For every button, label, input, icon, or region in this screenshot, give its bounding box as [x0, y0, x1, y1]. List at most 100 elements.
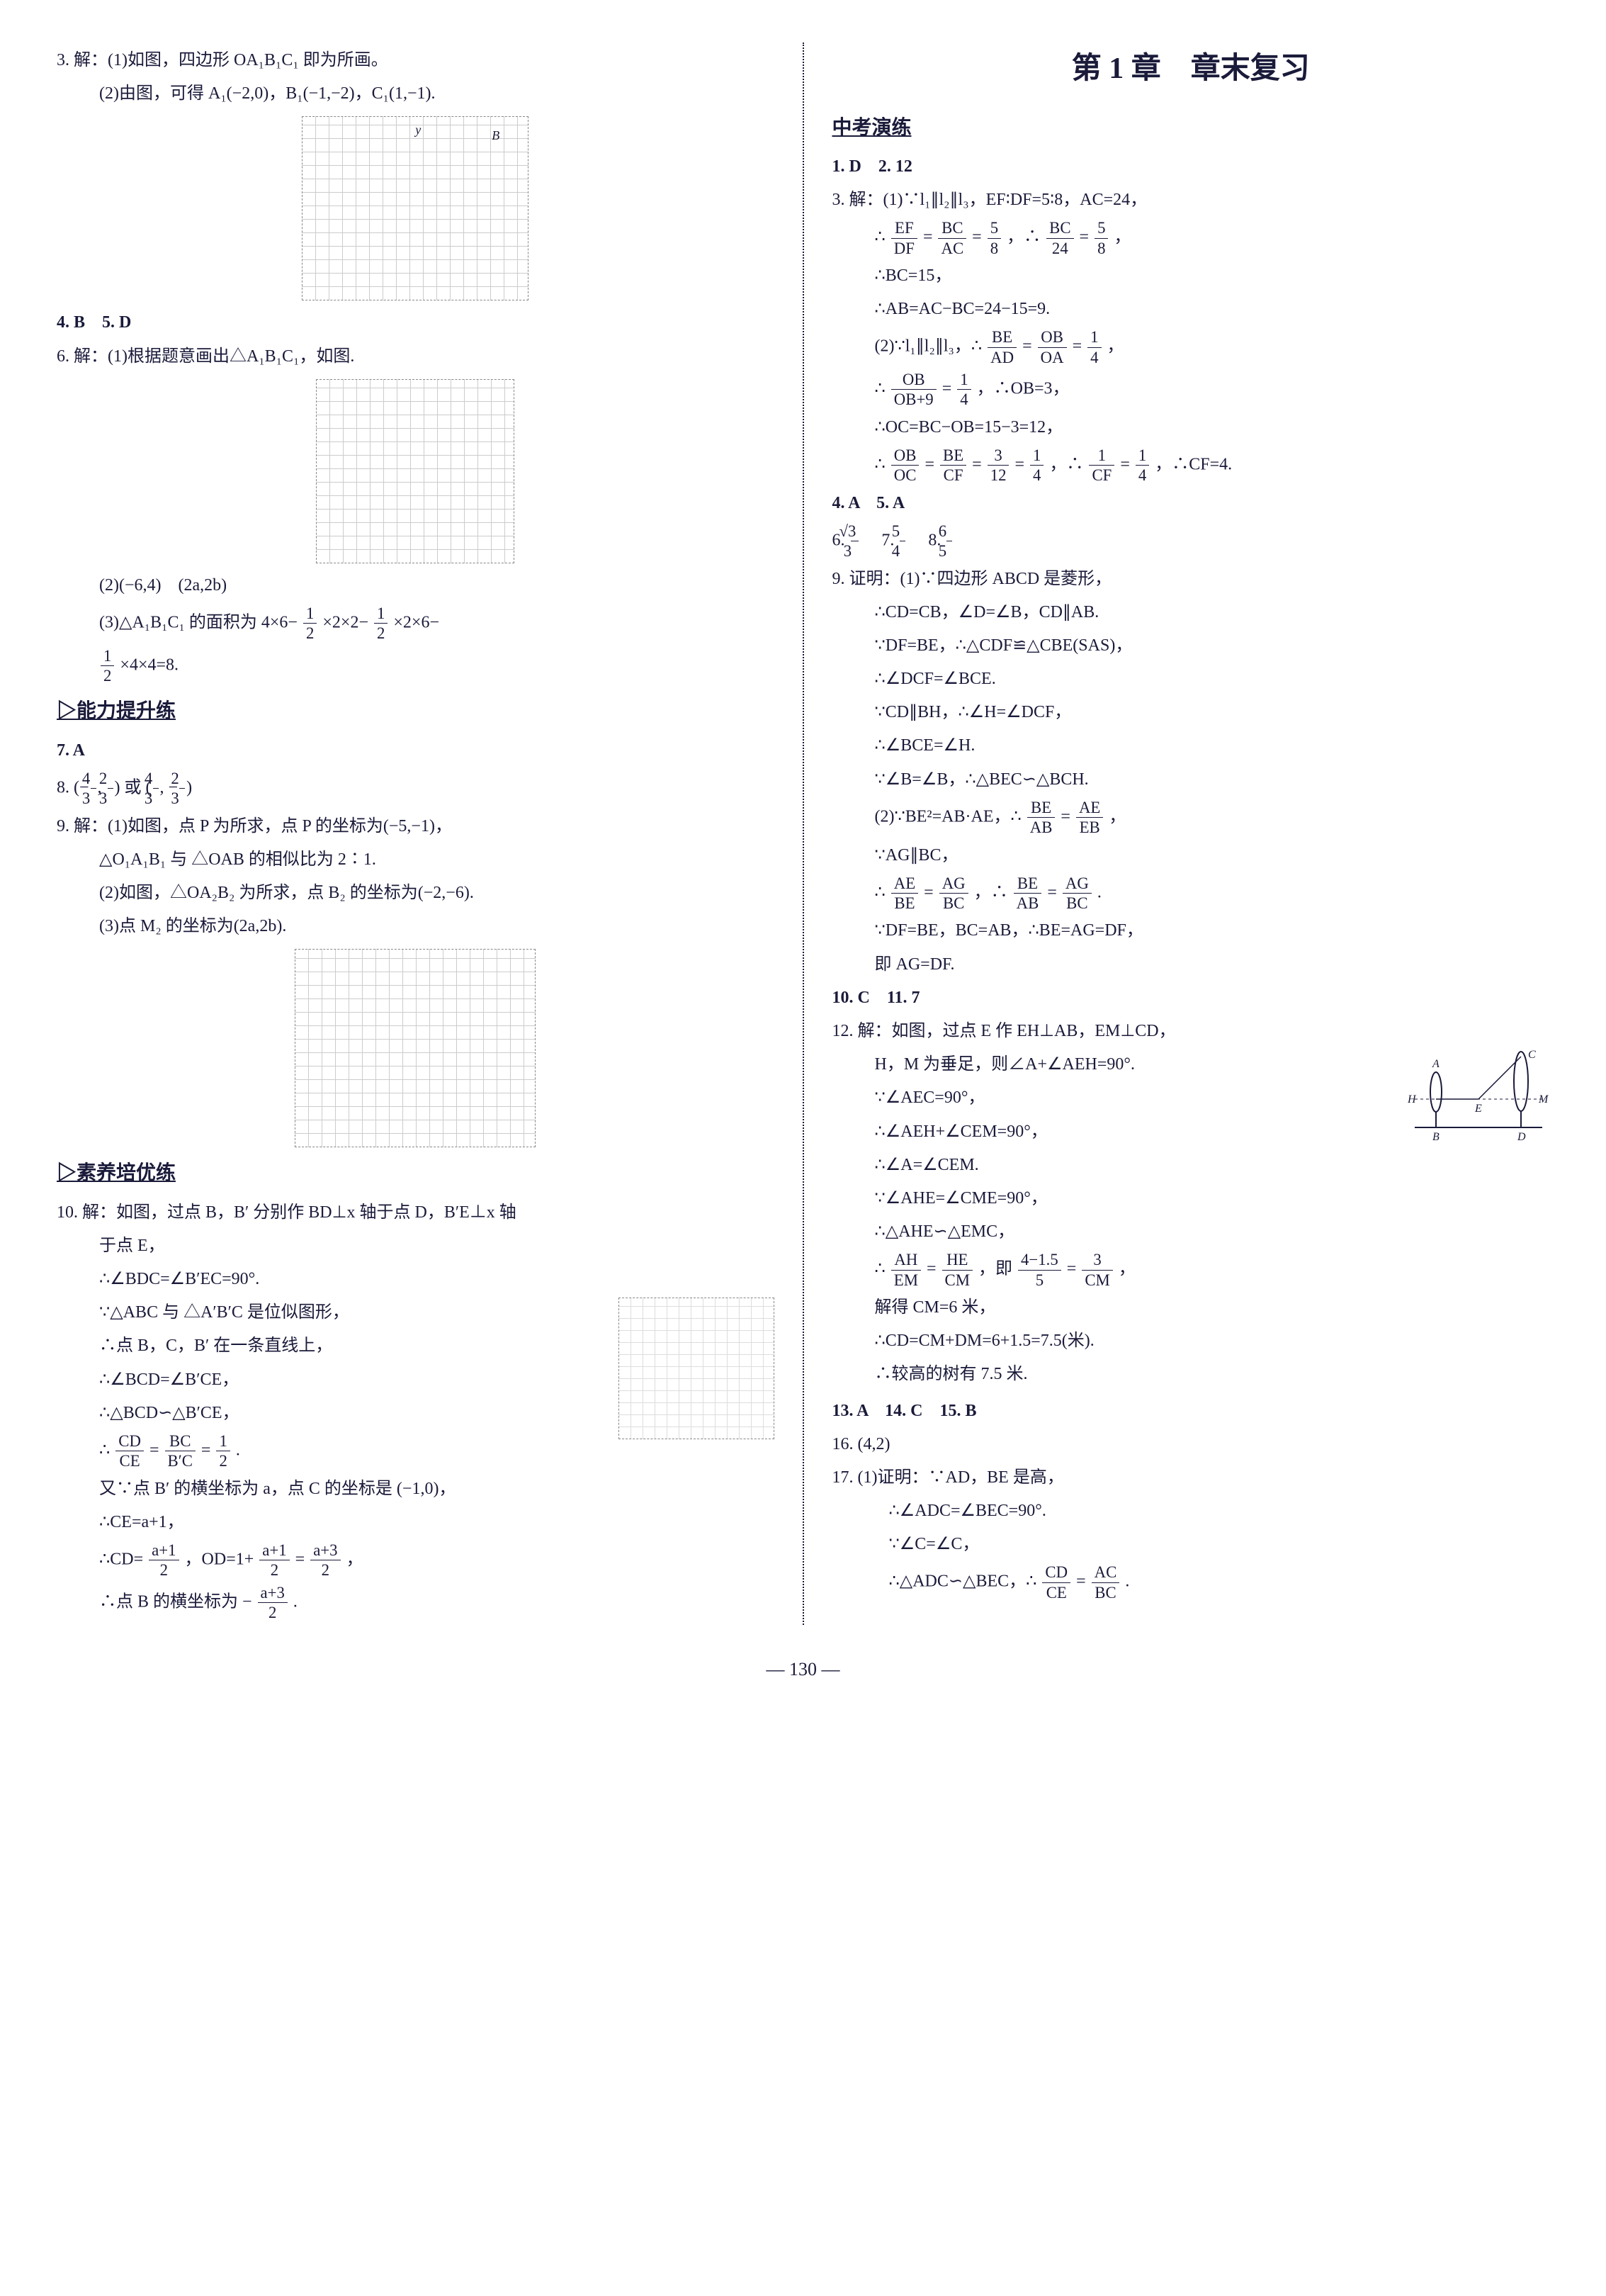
q10-l1: 10. 解：如图，过点 B，B′ 分别作 BD⊥x 轴于点 D，B′E⊥x 轴 [57, 1198, 774, 1228]
r-q17-l3: ∵∠C=∠C， [832, 1529, 1550, 1560]
svg-text:M: M [1538, 1093, 1549, 1105]
frac: OBOB+9 [891, 370, 937, 410]
r-q13-15: 13. A 14. C 15. B [832, 1396, 1550, 1426]
frac: a+12 [149, 1541, 179, 1580]
r-q17-l1: 17. (1)证明：∵AD，BE 是高， [832, 1463, 1550, 1493]
r-q12-l1: 12. 解：如图，过点 E 作 EH⊥AB，EM⊥CD， [832, 1016, 1550, 1047]
r-q4-q5: 4. A 5. A [832, 488, 1550, 519]
q10-l10: ∴CE=a+1， [57, 1507, 774, 1538]
q6-l3-pre: (3)△A₁B₁C₁ 的面积为 4×6− [99, 613, 298, 631]
q10-l11: ∴CD= a+12 ，OD=1+ a+12 = a+32 ， [57, 1541, 774, 1580]
frac: 58 [988, 218, 1001, 258]
frac: BEAB [1014, 874, 1042, 913]
r-q16: 16. (4,2) [832, 1429, 1550, 1460]
column-divider [803, 43, 804, 1625]
r-q9-l7: ∵∠B=∠B，∴△BEC∽△BCH. [832, 765, 1550, 795]
r-q3-l7: ∴OC=BC−OB=15−3=12， [832, 412, 1550, 443]
r-q9-l12: 即 AG=DF. [832, 950, 1550, 980]
frac: AGBC [939, 874, 968, 913]
q10-l3: ∴∠BDC=∠B′EC=90°. [57, 1264, 774, 1295]
q6-line1: 6. 解：(1)根据题意画出△A₁B₁C₁，如图. [57, 342, 774, 372]
r-q12-l6: ∵∠AHE=∠CME=90°， [832, 1183, 1550, 1214]
frac: AGBC [1063, 874, 1092, 913]
frac: OBOA [1038, 327, 1067, 367]
r-q9-l5: ∵CD∥BH，∴∠H=∠DCF， [832, 697, 1550, 728]
r-q12-l9: 解得 CM=6 米， [832, 1293, 1550, 1323]
r-q9-l2: ∴CD=CB，∠D=∠B，CD∥AB. [832, 597, 1550, 628]
r-q9-l11: ∵DF=BE，BC=AB，∴BE=AG=DF， [832, 916, 1550, 946]
frac: BCB′C [165, 1431, 196, 1471]
r-q9-l3: ∵DF=BE，∴△CDF≌△CBE(SAS)， [832, 631, 1550, 661]
frac: 65 [946, 522, 952, 561]
fig1-b-label: B [492, 124, 499, 147]
svg-text:E: E [1474, 1103, 1482, 1115]
frac: OBOC [891, 446, 920, 485]
frac: ACBC [1092, 1563, 1120, 1602]
r-q10-q11: 10. C 11. 7 [832, 983, 1550, 1013]
q6-line3: (3)△A₁B₁C₁ 的面积为 4×6− 12 ×2×2− 12 ×2×6− [57, 604, 774, 643]
frac: 14 [957, 370, 971, 410]
frac: AHEM [891, 1250, 921, 1290]
r-q3-l3: ∴BC=15， [832, 261, 1550, 291]
r-q3-l6: ∴ OBOB+9 = 14 ，∴OB=3， [832, 370, 1550, 410]
r-q9-l1: 9. 证明：(1)∵四边形 ABCD 是菱形， [832, 564, 1550, 595]
r-q17-l2: ∴∠ADC=∠BEC=90°. [832, 1496, 1550, 1526]
r-q9-l9: ∵AG∥BC， [832, 840, 1550, 871]
frac: BEAD [988, 327, 1017, 367]
frac: 12 [101, 646, 114, 686]
frac: 312 [988, 446, 1010, 485]
frac: a+32 [310, 1541, 340, 1580]
section-exam: 中考演练 [832, 111, 1550, 146]
section-ability: ▷能力提升练 [57, 694, 774, 729]
frac: AEEB [1076, 798, 1103, 838]
r-q12-l7: ∴△AHE∽△EMC， [832, 1217, 1550, 1247]
r-q3-l5: (2)∵l₁∥l₂∥l₃，∴ BEAD = OBOA = 14 ， [832, 327, 1550, 367]
r-q9-l8: (2)∵BE²=AB·AE，∴ BEAB = AEEB ， [832, 798, 1550, 838]
q10-l2: 于点 E， [57, 1231, 774, 1261]
frac: BEAB [1027, 798, 1056, 838]
q9-l2: △O₁A₁B₁ 与 △OAB 的相似比为 2∶1. [57, 845, 774, 875]
tree-diagram-icon: A C H E M B D [1408, 1049, 1549, 1149]
q6-line4: 12 ×4×4=8. [57, 646, 774, 686]
frac: BECF [940, 446, 966, 485]
frac: 4−1.55 [1018, 1250, 1061, 1290]
figure-2 [316, 379, 514, 563]
r-q1-q2: 1. D 2. 12 [832, 152, 1550, 182]
frac: 43 [153, 769, 159, 809]
q9-l3: (2)如图，△OA₂B₂ 为所求，点 B₂ 的坐标为(−2,−6). [57, 878, 774, 908]
r-q9-l4: ∴∠DCF=∠BCE. [832, 664, 1550, 694]
q9-l1: 9. 解：(1)如图，点 P 为所求，点 P 的坐标为(−5,−1)， [57, 811, 774, 842]
figure-5: A C H E M B D [1408, 1049, 1549, 1149]
frac: BCAC [938, 218, 966, 258]
frac: 54 [900, 522, 905, 561]
q3-line2: (2)由图，可得 A₁(−2,0)，B₁(−1,−2)，C₁(1,−1). [57, 79, 774, 109]
frac: 12 [374, 604, 388, 643]
fig1-y-label: y [415, 118, 421, 141]
page-columns: 3. 解：(1)如图，四边形 OA₁B₁C₁ 即为所画。 (2)由图，可得 A₁… [57, 43, 1549, 1625]
svg-text:C: C [1528, 1049, 1536, 1061]
chapter-title: 第 1 章 章末复习 [832, 43, 1550, 96]
r-q17-l4: ∴△ADC∽△BEC，∴ CDCE = ACBC . [832, 1563, 1550, 1602]
svg-text:H: H [1408, 1093, 1417, 1105]
svg-text:B: B [1432, 1131, 1440, 1143]
frac: 3CM [1082, 1250, 1112, 1290]
frac: √33 [851, 522, 859, 561]
frac: 12 [216, 1431, 230, 1471]
right-column: 第 1 章 章末复习 中考演练 1. D 2. 12 3. 解：(1)∵l₁∥l… [832, 43, 1550, 1625]
frac: 12 [303, 604, 317, 643]
q8: 8. (−43, 23) 或 (43, −23) [57, 769, 774, 809]
r-q12-l5: ∴∠A=∠CEM. [832, 1150, 1550, 1181]
q10-block: 10. 解：如图，过点 B，B′ 分别作 BD⊥x 轴于点 D，B′E⊥x 轴 … [57, 1198, 774, 1626]
left-column: 3. 解：(1)如图，四边形 OA₁B₁C₁ 即为所画。 (2)由图，可得 A₁… [57, 43, 774, 1625]
section-quality: ▷素养培优练 [57, 1156, 774, 1191]
r-q3-l4: ∴AB=AC−BC=24−15=9. [832, 294, 1550, 325]
page-number: — 130 — [57, 1653, 1549, 1687]
frac: CDCE [1042, 1563, 1070, 1602]
svg-text:D: D [1517, 1131, 1526, 1143]
r-q9-l10: ∴ AEBE = AGBC ，∴ BEAB = AGBC . [832, 874, 1550, 913]
frac: a+32 [258, 1583, 288, 1623]
r-q6-q8: 6. √33 7. 54 8. 65 [832, 522, 1550, 561]
figure-4 [618, 1298, 774, 1439]
frac: BC24 [1046, 218, 1073, 258]
r-q9-l6: ∴∠BCE=∠H. [832, 731, 1550, 761]
